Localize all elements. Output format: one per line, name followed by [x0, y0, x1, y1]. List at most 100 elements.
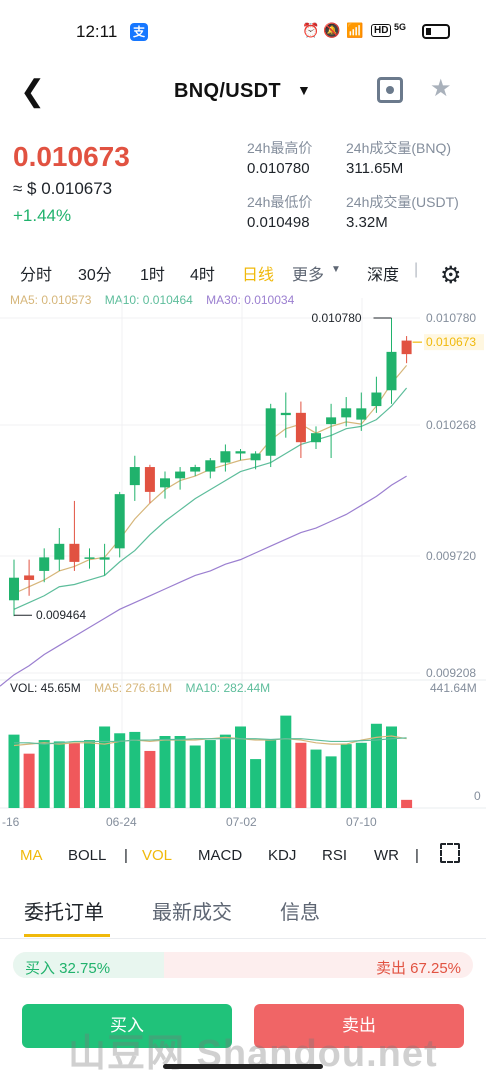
- tab-more[interactable]: 更多: [292, 267, 325, 284]
- candle-body: [386, 351, 397, 391]
- price-change: +1.44%: [13, 206, 72, 225]
- candle-body: [295, 412, 306, 443]
- volume-bar: [370, 723, 382, 808]
- ma-legend: MA5: 0.010573 MA10: 0.010464 MA30: 0.010…: [10, 293, 294, 307]
- vol-quote-value: 3.32M: [346, 214, 388, 231]
- volume-bar: [340, 744, 352, 808]
- tab-30m[interactable]: 30分: [78, 267, 112, 284]
- ind-vol[interactable]: VOL: [142, 847, 173, 864]
- sell-ratio-label: 卖出 67.25%: [375, 960, 461, 977]
- candle-body: [235, 451, 246, 454]
- volume-bar: [144, 750, 156, 808]
- tab-4h[interactable]: 4时: [190, 267, 215, 284]
- caret-down-icon[interactable]: ▼: [297, 82, 311, 98]
- vol-ma10-polyline: [14, 737, 407, 745]
- ind-kdj[interactable]: KDJ: [268, 847, 297, 864]
- tab-orders[interactable]: 委托订单: [24, 902, 104, 924]
- tab-info[interactable]: 信息: [280, 902, 320, 924]
- volume-bar: [114, 733, 126, 808]
- buy-button[interactable]: 买入: [22, 1004, 232, 1048]
- back-arrow-icon[interactable]: ❮: [20, 75, 46, 108]
- volume-bar: [235, 726, 246, 808]
- ind-boll[interactable]: BOLL: [68, 847, 107, 864]
- candle-body: [280, 412, 291, 416]
- fullscreen-icon[interactable]: [440, 843, 460, 863]
- volume-bar: [23, 753, 35, 808]
- volume-ma-lines: [13, 735, 407, 747]
- tab-1h[interactable]: 1时: [140, 267, 165, 284]
- vol-base-label: 24h成交量(BNQ): [346, 140, 452, 156]
- y-tick-label: 0.010780: [426, 311, 476, 325]
- candle-body: [401, 340, 412, 355]
- volume-bar: [386, 726, 397, 808]
- kline-chart[interactable]: 0.010780 0.010268 0.009720 0.009208 0.010673…: [0, 288, 486, 833]
- volume-bar: [310, 749, 322, 808]
- battery-icon: [422, 24, 450, 39]
- tab-time-share[interactable]: 分时: [20, 267, 53, 284]
- volume-bar: [295, 742, 307, 808]
- wifi-icon: 📶: [346, 22, 364, 38]
- gear-icon[interactable]: ⚙: [440, 262, 462, 289]
- ind-rsi[interactable]: RSI: [322, 847, 348, 864]
- ind-ma[interactable]: MA: [20, 847, 43, 864]
- ind-macd[interactable]: MACD: [198, 847, 243, 864]
- status-time: 12:11: [76, 22, 118, 41]
- low-label: 24h最低价: [247, 194, 313, 210]
- candle-body: [356, 408, 367, 420]
- high-label: 24h最高价: [247, 140, 313, 156]
- home-indicator[interactable]: [163, 1064, 323, 1069]
- pair-title[interactable]: BNQ/USDT: [174, 80, 281, 102]
- ind-separator: |: [124, 847, 128, 864]
- x-tick-label: -16: [2, 815, 20, 829]
- volume-bar: [265, 740, 277, 808]
- candle-body: [341, 408, 352, 418]
- buy-sell-ratio-bar: 买入 32.75% 卖出 67.25%: [13, 952, 473, 978]
- tab-depth[interactable]: 深度: [367, 267, 400, 284]
- ind-wr[interactable]: WR: [374, 847, 399, 864]
- signal-5g-icon: 5G: [394, 22, 407, 32]
- scan-icon[interactable]: [377, 77, 403, 103]
- volume-bar: [129, 731, 141, 808]
- ma10-polyline: [13, 387, 408, 610]
- volume-bar: [325, 756, 337, 808]
- low-value: 0.010498: [247, 214, 310, 231]
- candle-body: [265, 408, 276, 456]
- volume-bar: [280, 715, 292, 808]
- candle-body: [114, 494, 125, 549]
- volume-bar: [219, 734, 231, 808]
- candle-body: [326, 417, 337, 425]
- volume-bar: [174, 735, 186, 808]
- vol-ma10-legend: MA10: 282.44M: [185, 681, 271, 695]
- interval-tabs: 分时 30分 1时 4时 日线 更多 ▼ 深度 | ⚙: [0, 256, 486, 289]
- ma30-legend: MA30: 0.010034: [206, 293, 295, 307]
- volume-bar: [401, 799, 413, 808]
- ma5-legend: MA5: 0.010573: [10, 293, 92, 307]
- vol-tick-label: 0: [474, 789, 481, 803]
- candle-body: [144, 467, 155, 492]
- tab-separator: |: [414, 261, 419, 278]
- volume-bar: [250, 759, 262, 808]
- buy-ratio-label: 买入 32.75%: [25, 960, 111, 977]
- star-icon[interactable]: ★: [430, 75, 452, 102]
- ind-separator-2: |: [415, 847, 419, 864]
- status-bar: 12:11 支 ⏰ 🔕 📶 HD 5G: [0, 0, 486, 62]
- volume-bar: [84, 740, 95, 808]
- more-caret-icon[interactable]: ▼: [331, 264, 341, 275]
- last-price-label: 0.010673: [426, 335, 476, 349]
- candle-body: [250, 453, 261, 461]
- candle-body: [54, 543, 65, 560]
- volume-bar: [99, 726, 111, 808]
- vol-legend-value: VOL: 45.65M: [10, 681, 81, 695]
- tab-daily[interactable]: 日线: [242, 267, 275, 284]
- sell-button[interactable]: 卖出: [254, 1004, 464, 1048]
- tab-latest-trades[interactable]: 最新成交: [152, 902, 232, 924]
- candle-body: [190, 467, 201, 472]
- last-price: 0.010673: [13, 141, 130, 172]
- candle-body: [160, 478, 170, 488]
- candle-body: [9, 577, 19, 601]
- ma10-line: [13, 387, 408, 610]
- vol-quote-label: 24h成交量(USDT): [346, 194, 459, 210]
- active-tab-underline: [24, 934, 110, 937]
- candles: [9, 318, 412, 617]
- vol-ma5-legend: MA5: 276.61M: [94, 681, 173, 695]
